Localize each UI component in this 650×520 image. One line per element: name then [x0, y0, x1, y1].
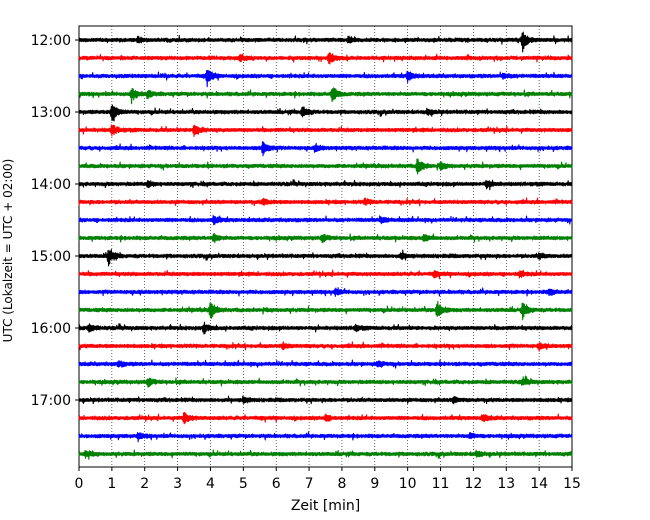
trace-line — [78, 300, 573, 321]
x-tick-label: 4 — [206, 476, 215, 492]
y-axis-label: UTC (Lokalzeit = UTC + 02:00) — [1, 159, 15, 343]
trace-line — [78, 104, 573, 122]
trace-line — [78, 31, 573, 53]
trace-line — [78, 232, 573, 244]
x-tick-label: 5 — [239, 476, 248, 492]
x-tick-label: 10 — [399, 476, 417, 492]
trace-line — [78, 197, 573, 207]
x-tick-label: 14 — [530, 476, 548, 492]
plot-frame — [78, 25, 573, 468]
plot-area — [78, 25, 573, 468]
trace-line — [78, 214, 573, 226]
seismogram-traces — [78, 31, 573, 460]
x-tick-label: 6 — [272, 476, 281, 492]
x-tick-label: 13 — [497, 476, 515, 492]
y-tick-label: 14:00 — [31, 177, 71, 193]
x-tick-label: 0 — [75, 476, 84, 492]
y-tick-label: 12:00 — [31, 33, 71, 49]
trace-line — [78, 158, 573, 175]
trace-line — [78, 179, 573, 191]
trace-line — [78, 269, 573, 280]
x-tick-label: 3 — [173, 476, 182, 492]
x-tick-label: 2 — [140, 476, 149, 492]
trace-line — [78, 449, 573, 460]
trace-line — [78, 321, 573, 335]
x-tick-label: 11 — [432, 476, 450, 492]
trace-line — [78, 124, 573, 138]
y-axis: 12:00 13:00 14:00 15:00 16:00 17:00 — [31, 33, 79, 409]
trace-line — [78, 52, 573, 65]
x-tick-label: 8 — [337, 476, 346, 492]
trace-line — [78, 69, 573, 88]
x-tick-label: 12 — [464, 476, 482, 492]
trace-line — [78, 341, 573, 352]
y-tick-label: 13:00 — [31, 105, 71, 121]
x-axis: 0 1 2 3 4 5 6 7 8 9 10 11 12 13 14 15 — [75, 467, 581, 492]
trace-line — [78, 395, 573, 405]
trace-line — [78, 375, 573, 388]
x-tick-label: 1 — [107, 476, 116, 492]
y-tick-label: 17:00 — [31, 393, 71, 409]
trace-line — [78, 87, 573, 105]
x-tick-label: 7 — [305, 476, 314, 492]
trace-line — [78, 431, 573, 443]
trace-line — [78, 359, 573, 369]
trace-line — [78, 411, 573, 425]
y-tick-label: 15:00 — [31, 249, 71, 265]
x-tick-label: 15 — [563, 476, 581, 492]
trace-line — [78, 249, 573, 267]
trace-line — [78, 141, 573, 157]
trace-line — [78, 287, 573, 297]
y-tick-label: 16:00 — [31, 321, 71, 337]
x-axis-label: Zeit [min] — [291, 498, 360, 514]
x-tick-label: 9 — [370, 476, 379, 492]
